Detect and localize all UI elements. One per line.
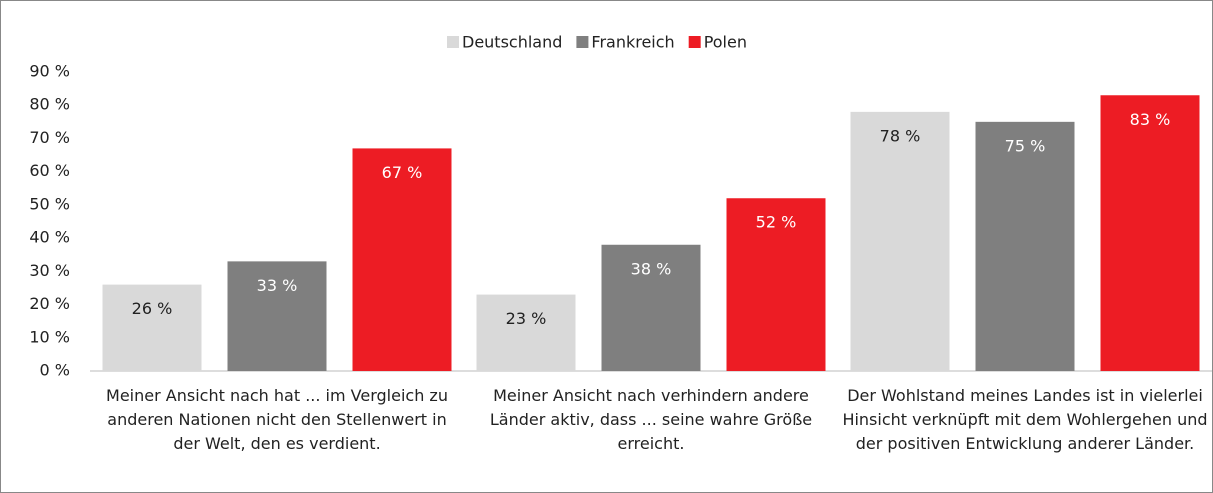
bar (1100, 95, 1200, 371)
value-label: 75 % (1005, 136, 1046, 155)
legend-label: Polen (704, 33, 747, 52)
value-label: 52 % (756, 213, 797, 232)
bar (102, 284, 202, 371)
y-tick-label: 30 % (29, 261, 70, 280)
legend-label: Frankreich (591, 33, 674, 52)
x-tick-label: Der Wohlstand meines Landes ist in viele… (842, 386, 1208, 453)
y-tick-label: 90 % (29, 62, 70, 81)
y-tick-label: 10 % (29, 327, 70, 346)
y-tick-label: 80 % (29, 95, 70, 114)
bar (601, 244, 701, 371)
value-label: 67 % (382, 163, 423, 182)
bar (352, 148, 452, 371)
x-tick-label: Meiner Ansicht nach verhindern andere Lä… (489, 386, 813, 453)
value-label: 26 % (132, 299, 173, 318)
value-label: 23 % (506, 309, 547, 328)
y-tick-label: 60 % (29, 161, 70, 180)
legend-swatch (447, 36, 459, 48)
y-tick-label: 40 % (29, 228, 70, 247)
y-tick-label: 0 % (40, 361, 70, 380)
bar (726, 198, 826, 371)
y-tick-label: 20 % (29, 294, 70, 313)
value-label: 38 % (631, 259, 672, 278)
legend-swatch (688, 36, 701, 48)
y-tick-label: 50 % (29, 194, 70, 213)
y-tick-label: 70 % (29, 128, 70, 147)
bar (227, 261, 327, 371)
value-label: 78 % (880, 126, 921, 145)
x-tick-label: Meiner Ansicht nach hat ... im Vergleich… (106, 386, 448, 453)
value-label: 83 % (1130, 110, 1171, 129)
value-label: 33 % (257, 276, 298, 295)
bar (850, 111, 950, 371)
bar (975, 121, 1075, 371)
bar (476, 294, 576, 371)
legend-swatch (576, 36, 589, 48)
legend-label: Deutschland (462, 33, 562, 52)
